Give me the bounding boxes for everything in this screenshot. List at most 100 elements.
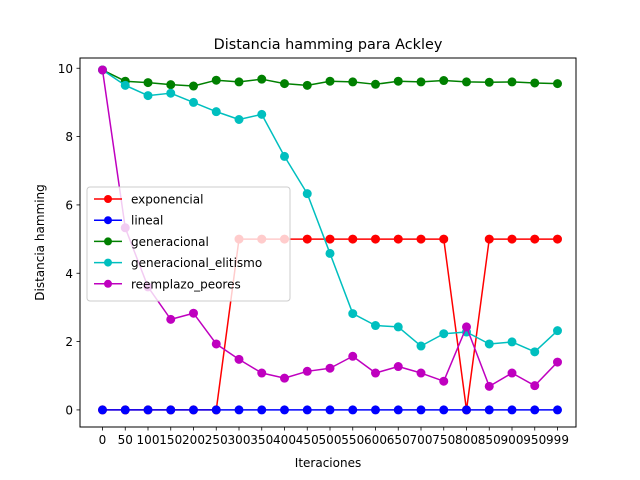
data-point bbox=[143, 78, 153, 88]
data-point bbox=[280, 151, 289, 161]
legend-label: reemplazo_peores bbox=[131, 277, 241, 291]
x-tick-label: 900 bbox=[501, 433, 524, 447]
data-point bbox=[462, 405, 471, 415]
x-axis-ticks: 0 50 100 150 200 250 300 350 400 450 500 550 600 650 7… bbox=[99, 427, 569, 447]
data-point bbox=[462, 322, 471, 332]
data-point bbox=[211, 107, 221, 117]
data-point bbox=[189, 405, 198, 415]
chart-title: Distancia hamming para Ackley bbox=[214, 37, 443, 53]
x-tick-label: 950 bbox=[523, 433, 546, 447]
x-tick-label: 450 bbox=[296, 433, 319, 447]
data-point bbox=[530, 405, 540, 415]
legend-label: generacional_elitismo bbox=[131, 256, 262, 270]
x-tick-label: 650 bbox=[387, 433, 410, 447]
y-tick-label: 4 bbox=[65, 267, 73, 281]
data-point bbox=[484, 234, 494, 244]
data-point bbox=[371, 79, 380, 89]
data-point bbox=[371, 234, 380, 244]
data-point bbox=[416, 341, 426, 351]
legend-item: generacional_elitismo bbox=[94, 256, 262, 270]
data-point bbox=[371, 368, 380, 378]
data-point bbox=[166, 314, 176, 324]
legend: exponencial lineal generacional generaciona… bbox=[86, 186, 291, 302]
x-tick-label: 750 bbox=[432, 433, 455, 447]
x-tick-label: 600 bbox=[364, 433, 387, 447]
data-point bbox=[484, 381, 494, 391]
legend-item: exponencial bbox=[94, 193, 203, 207]
legend-box bbox=[86, 186, 291, 302]
data-point bbox=[348, 405, 358, 415]
data-point bbox=[439, 76, 449, 86]
data-point bbox=[280, 79, 289, 89]
series-generacional bbox=[98, 65, 562, 91]
data-point bbox=[530, 381, 540, 391]
legend-label: generacional bbox=[131, 235, 209, 249]
legend-label: lineal bbox=[131, 214, 163, 228]
data-point bbox=[280, 373, 289, 383]
legend-item: generacional bbox=[94, 235, 209, 249]
legend-item: lineal bbox=[94, 214, 163, 228]
data-point bbox=[98, 405, 107, 415]
data-point bbox=[302, 405, 312, 415]
data-point bbox=[507, 77, 517, 87]
data-point bbox=[211, 75, 221, 85]
data-point bbox=[507, 337, 517, 347]
data-point bbox=[439, 376, 449, 386]
data-point bbox=[553, 405, 562, 415]
x-tick-label: 50 bbox=[118, 433, 133, 447]
legend-swatch-marker bbox=[104, 258, 112, 267]
x-tick-label: 200 bbox=[182, 433, 205, 447]
data-point bbox=[484, 77, 494, 87]
legend-swatch-marker bbox=[104, 195, 112, 203]
data-point bbox=[348, 234, 358, 244]
data-point bbox=[416, 368, 426, 378]
data-point bbox=[302, 234, 312, 244]
data-point bbox=[280, 405, 289, 415]
data-point bbox=[416, 77, 426, 87]
data-point bbox=[348, 351, 358, 361]
data-point bbox=[302, 366, 312, 376]
data-point bbox=[189, 308, 198, 318]
data-point bbox=[416, 234, 426, 244]
data-point bbox=[302, 189, 312, 199]
legend-swatch-marker bbox=[104, 216, 112, 225]
x-tick-label: 250 bbox=[205, 433, 228, 447]
data-point bbox=[393, 322, 403, 332]
x-tick-label: 0 bbox=[99, 433, 107, 447]
y-tick-label: 0 bbox=[65, 403, 73, 417]
data-point bbox=[553, 326, 562, 336]
data-point bbox=[120, 80, 130, 90]
data-point bbox=[393, 405, 403, 415]
x-tick-label: 700 bbox=[410, 433, 433, 447]
data-point bbox=[120, 405, 130, 415]
data-point bbox=[371, 405, 380, 415]
data-point bbox=[439, 405, 449, 415]
data-point bbox=[507, 234, 517, 244]
x-tick-label: 550 bbox=[341, 433, 364, 447]
data-point bbox=[484, 339, 494, 349]
x-tick-label: 150 bbox=[159, 433, 182, 447]
legend-swatch-marker bbox=[104, 237, 112, 246]
data-point bbox=[393, 362, 403, 372]
data-point bbox=[234, 115, 244, 124]
data-point bbox=[416, 405, 426, 415]
x-tick-label: 300 bbox=[228, 433, 251, 447]
x-tick-label: 400 bbox=[273, 433, 296, 447]
data-point bbox=[553, 357, 562, 367]
series-reemplazo-peores bbox=[98, 65, 562, 391]
x-tick-label: 350 bbox=[250, 433, 273, 447]
x-tick-label: 500 bbox=[319, 433, 342, 447]
data-point bbox=[348, 309, 358, 319]
y-tick-label: 6 bbox=[65, 198, 73, 212]
legend-swatch-marker bbox=[104, 279, 112, 288]
data-point bbox=[507, 368, 517, 378]
data-point bbox=[371, 321, 380, 331]
data-point bbox=[325, 76, 335, 86]
data-point bbox=[234, 405, 244, 415]
series-lineal bbox=[98, 405, 562, 415]
data-point bbox=[211, 405, 221, 415]
data-point bbox=[166, 405, 176, 415]
data-point bbox=[348, 77, 358, 87]
data-point bbox=[166, 88, 176, 98]
